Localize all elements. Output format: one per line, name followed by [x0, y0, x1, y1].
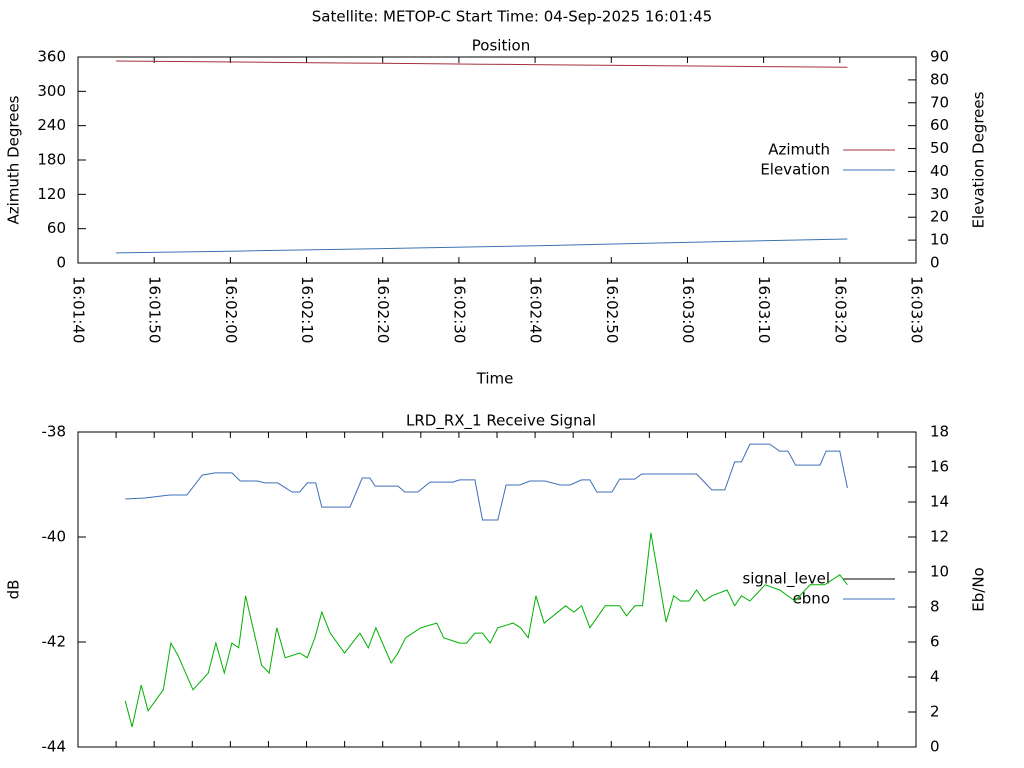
y-tick-label: 60 — [47, 219, 66, 237]
y2-tick-label: 40 — [930, 162, 949, 180]
y-tick-label: -40 — [42, 528, 67, 546]
y2-tick-label: 10 — [930, 231, 949, 249]
y2-axis-label: Elevation Degrees — [970, 91, 988, 228]
x-tick-label: 16:03:10 — [755, 276, 773, 343]
y2-tick-label: 8 — [930, 598, 940, 616]
y-tick-label: -44 — [42, 738, 67, 756]
y-tick-label: 0 — [56, 254, 66, 272]
series-line — [124, 532, 848, 728]
legend-label: Azimuth — [768, 141, 830, 159]
legend-label: Elevation — [760, 161, 830, 179]
y2-tick-label: 90 — [930, 48, 949, 66]
y2-axis-label: Eb/No — [970, 567, 988, 611]
y2-tick-label: 60 — [930, 116, 949, 134]
y2-tick-label: 70 — [930, 93, 949, 111]
y2-tick-label: 20 — [930, 208, 949, 226]
x-tick-label: 16:03:30 — [908, 276, 926, 343]
page-title: Satellite: METOP-C Start Time: 04-Sep-20… — [312, 8, 712, 26]
y2-tick-label: 0 — [930, 738, 940, 756]
series-line — [116, 238, 848, 254]
y-tick-label: 180 — [37, 151, 66, 169]
legend-label: ebno — [793, 590, 830, 608]
x-tick-label: 16:02:00 — [222, 276, 240, 343]
y-tick-label: 120 — [37, 185, 66, 203]
x-tick-label: 16:03:20 — [831, 276, 849, 343]
y2-tick-label: 4 — [930, 668, 940, 686]
y-tick-label: 240 — [37, 116, 66, 134]
x-tick-label: 16:03:00 — [679, 276, 697, 343]
y-axis-label: Azimuth Degrees — [5, 95, 23, 224]
y-tick-label: 360 — [37, 48, 66, 66]
y2-tick-label: 16 — [930, 458, 949, 476]
x-tick-label: 16:02:40 — [527, 276, 545, 343]
y2-tick-label: 14 — [930, 493, 949, 511]
x-tick-label: 16:02:10 — [298, 276, 316, 343]
x-tick-label: 16:02:20 — [374, 276, 392, 343]
y-tick-label: -38 — [42, 423, 67, 441]
x-tick-label: 16:01:40 — [70, 276, 88, 343]
x-tick-label: 16:01:50 — [146, 276, 164, 343]
y-tick-label: -42 — [42, 633, 67, 651]
y2-tick-label: 6 — [930, 633, 940, 651]
y2-tick-label: 30 — [930, 185, 949, 203]
chart-title: Position — [472, 37, 530, 55]
y2-tick-label: 12 — [930, 528, 949, 546]
y-axis-label: dB — [5, 580, 23, 600]
x-tick-label: 16:02:30 — [450, 276, 468, 343]
x-axis-label: Time — [476, 370, 514, 388]
y2-tick-label: 2 — [930, 703, 940, 721]
series-line — [125, 443, 848, 521]
x-tick-label: 16:02:50 — [603, 276, 621, 343]
y2-tick-label: 18 — [930, 423, 949, 441]
y2-tick-label: 80 — [930, 70, 949, 88]
y2-tick-label: 10 — [930, 563, 949, 581]
chart-title: LRD_RX_1 Receive Signal — [406, 412, 596, 431]
y-tick-label: 300 — [37, 82, 66, 100]
legend-label: signal_level — [742, 570, 830, 589]
series-line — [116, 60, 848, 68]
y2-tick-label: 0 — [930, 254, 940, 272]
y2-tick-label: 50 — [930, 139, 949, 157]
